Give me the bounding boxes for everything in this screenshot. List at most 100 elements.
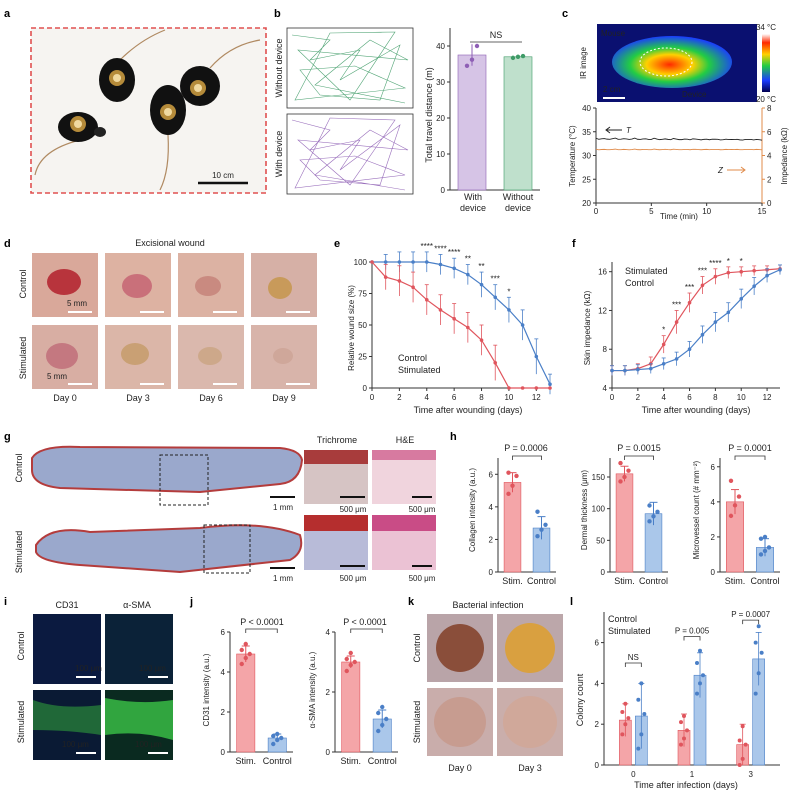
x-tick-label: 10 xyxy=(702,207,711,216)
data-point xyxy=(647,503,652,508)
data-point xyxy=(344,668,349,674)
data-point xyxy=(639,681,644,686)
mouse-2 xyxy=(99,29,166,102)
x-tick-label: 6 xyxy=(452,393,457,402)
data-point xyxy=(655,509,660,515)
panel-c-ylabel-right: Impedance (kΩ) xyxy=(780,127,789,184)
y-tick-label: 0 xyxy=(601,568,606,577)
data-point xyxy=(424,298,429,302)
significance-bracket xyxy=(624,662,642,667)
significance-stars: ** xyxy=(465,255,471,264)
inset-box-control xyxy=(159,454,209,506)
category-label: Stim. xyxy=(235,756,256,766)
data-point xyxy=(682,736,686,741)
significance-stars: ** xyxy=(478,262,484,271)
panel-h: h 0 2 4 6 Stim. Control 0 50 100 150 Stim. Control… xyxy=(450,431,780,586)
mouse-4 xyxy=(180,39,261,106)
ir-heat-body xyxy=(612,36,732,88)
category-label: Control xyxy=(639,576,668,586)
significance-bracket xyxy=(624,455,654,460)
data-point xyxy=(543,522,548,527)
data-point xyxy=(626,716,631,721)
data-point xyxy=(452,316,456,321)
chart-l-bars: 0 2 4 6 0 1 3 NS P = 0.005 P = 0.0007 xyxy=(595,610,780,779)
data-point xyxy=(469,57,475,62)
y-tick-label: 30 xyxy=(436,78,445,87)
tissue-section-stim xyxy=(35,524,303,574)
data-point xyxy=(762,534,768,540)
col-he: H&E xyxy=(396,435,415,445)
panel-c-xlabel: Time (min) xyxy=(660,212,698,221)
y-tick-label: 20 xyxy=(582,199,591,208)
h2-ylabel: Dermal thickness (μm) xyxy=(580,470,589,551)
if-scale-4: 100 μm xyxy=(135,740,162,749)
j2-pvalue: P < 0.0001 xyxy=(343,617,387,627)
day-label-3: Day 3 xyxy=(126,393,150,403)
y-tick-label: 4 xyxy=(595,679,600,688)
significance-label: P = 0.005 xyxy=(675,626,710,635)
significance-bracket xyxy=(683,636,701,641)
scale-500um-3: 500 μm xyxy=(340,574,367,583)
panel-c: c Mouse Device 2 cm IR image 34 °C 20 °C… xyxy=(562,8,789,221)
data-point xyxy=(438,308,443,312)
cat-without-1: Without xyxy=(503,192,534,202)
y-tick-label: 0 xyxy=(595,761,600,770)
category-label: Stim. xyxy=(340,756,361,766)
data-point xyxy=(759,650,764,655)
mouse-3 xyxy=(150,85,186,191)
category-label: Control xyxy=(368,756,397,766)
category-label: Control xyxy=(750,576,779,586)
panel-f-letter: f xyxy=(572,238,576,250)
data-point xyxy=(534,386,539,390)
wound-scale-label-1: 5 mm xyxy=(67,299,87,308)
k-day0: Day 0 xyxy=(448,763,472,773)
y-tick-label: 10 xyxy=(436,150,445,159)
data-point xyxy=(239,661,244,667)
data-point xyxy=(756,624,761,629)
data-point xyxy=(243,655,248,661)
x-tick-label: 12 xyxy=(532,393,541,402)
h3-pvalue: P = 0.0001 xyxy=(728,443,772,453)
panel-l-legend-control: Control xyxy=(608,614,637,624)
data-point xyxy=(661,361,666,366)
x-tick-label: 8 xyxy=(713,393,718,402)
data-point xyxy=(737,763,742,767)
y-tick-label: 0 xyxy=(441,186,446,195)
data-point xyxy=(623,368,627,373)
data-point xyxy=(636,746,641,751)
Z-arrow-icon xyxy=(727,166,746,174)
y-right-tick-label: 8 xyxy=(767,104,772,113)
scale-500um-2: 500 μm xyxy=(409,505,436,514)
data-point xyxy=(438,262,443,267)
y-tick-label: 0 xyxy=(363,384,368,393)
data-point xyxy=(243,641,248,647)
data-point xyxy=(548,386,552,390)
track-path-green xyxy=(291,31,409,104)
y-tick-label: 16 xyxy=(598,268,607,277)
data-point xyxy=(271,741,276,747)
scale-500um-4: 500 μm xyxy=(409,574,436,583)
data-point xyxy=(376,728,381,734)
ir-colorbar xyxy=(762,34,770,92)
bar-Stim. xyxy=(341,661,361,753)
data-point xyxy=(728,513,734,519)
data-point xyxy=(700,332,705,337)
data-point xyxy=(506,470,511,475)
y-tick-label: 6 xyxy=(595,639,600,648)
y-tick-label: 12 xyxy=(598,306,607,315)
data-point xyxy=(674,357,679,361)
panel-i-letter: i xyxy=(4,596,7,608)
chart-h1-bars: 0 2 4 6 Stim. Control xyxy=(489,455,556,586)
y-right-tick-label: 4 xyxy=(767,152,772,161)
y-tick-label: 40 xyxy=(582,104,591,113)
if-scale-2: 100 μm xyxy=(139,664,166,673)
significance-stars: *** xyxy=(672,300,681,309)
data-point xyxy=(740,724,745,729)
y-right-tick-label: 0 xyxy=(767,199,772,208)
significance-bracket xyxy=(742,619,760,625)
wound-photos xyxy=(32,253,317,389)
h3-ylabel: Microvessel count (# mm⁻²) xyxy=(692,460,701,559)
bar-Stim. xyxy=(236,653,256,753)
data-point xyxy=(766,545,772,550)
